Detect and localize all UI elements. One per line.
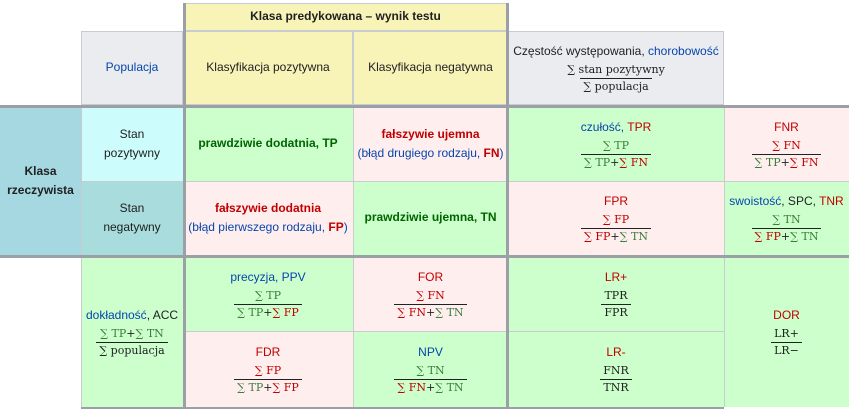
divider bbox=[81, 181, 849, 182]
tpr-title: czułość, TPR bbox=[580, 119, 652, 134]
fnr-formula: ∑ FN ∑ TP+∑ FN bbox=[751, 139, 822, 171]
fdr-formula: ∑ FP ∑ TP+∑ FP bbox=[234, 364, 302, 396]
lr-negative-formula: FNR TNR bbox=[600, 364, 632, 396]
dor-formula: LR+ LR− bbox=[771, 327, 802, 359]
tnr-cell: swoistość, SPC, TNR ∑ TN ∑ FP+∑ TN bbox=[724, 181, 849, 255]
prevalence-formula: ∑ stan pozytywny ∑ populacja bbox=[567, 62, 665, 94]
actual-negative-header: Stan negatywny bbox=[81, 181, 183, 255]
tp-label: prawdziwie dodatnia, TP bbox=[198, 136, 338, 151]
type2-error-link[interactable]: (błąd drugiego rodzaju, FN) bbox=[357, 146, 504, 160]
thick-divider bbox=[0, 105, 849, 108]
negative-classification-label: Klasyfikacja negatywna bbox=[368, 60, 493, 75]
for-formula: ∑ FN ∑ FN+∑ TN bbox=[394, 289, 467, 321]
accuracy-formula: ∑ TP+∑ TN ∑ populacja bbox=[96, 327, 168, 359]
fpr-title: FPR bbox=[604, 193, 628, 208]
prevalence-header: Częstość występowania, chorobowość ∑ sta… bbox=[508, 31, 724, 105]
lr-positive-formula: TPR FPR bbox=[601, 289, 631, 321]
positive-classification-header: Klasyfikacja pozytywna bbox=[183, 31, 353, 105]
for-cell: FOR ∑ FN ∑ FN+∑ TN bbox=[353, 257, 508, 331]
tnr-title: swoistość, SPC, TNR bbox=[729, 193, 844, 208]
prevalence-title: Częstość występowania, chorobowość bbox=[513, 43, 719, 58]
type1-error-link[interactable]: (błąd pierwszego rodzaju, FP) bbox=[188, 220, 348, 234]
false-positive-cell: fałszywie dodatnia (błąd pierwszego rodz… bbox=[183, 181, 353, 255]
tn-label: prawdziwie ujemna, TN bbox=[364, 210, 497, 225]
lr-negative-title: LR- bbox=[606, 344, 626, 359]
accuracy-cell: dokładność, ACC ∑ TP+∑ TN ∑ populacja bbox=[81, 257, 183, 407]
ppv-cell: precyzja, PPV ∑ TP ∑ TP+∑ FP bbox=[183, 257, 353, 331]
fnr-title: FNR bbox=[774, 119, 799, 134]
true-positive-cell: prawdziwie dodatnia, TP bbox=[183, 107, 353, 181]
predicted-class-label: Klasa predykowana – wynik testu bbox=[250, 9, 441, 24]
empty-bottom-left bbox=[0, 257, 81, 407]
fpr-cell: FPR ∑ FP ∑ FP+∑ TN bbox=[508, 181, 724, 255]
true-negative-cell: prawdziwie ujemna, TN bbox=[353, 181, 508, 255]
divider bbox=[183, 331, 724, 332]
actual-positive-header: Stan pozytywny bbox=[81, 107, 183, 181]
population-link[interactable]: Populacja bbox=[105, 60, 159, 75]
tpr-cell: czułość, TPR ∑ TP ∑ TP+∑ FN bbox=[508, 107, 724, 181]
prevalence-link[interactable]: chorobowość bbox=[648, 43, 719, 58]
fpr-formula: ∑ FP ∑ FP+∑ TN bbox=[581, 213, 651, 245]
ppv-formula: ∑ TP ∑ TP+∑ FP bbox=[234, 289, 302, 321]
lr-negative-cell: LR- FNR TNR bbox=[508, 331, 724, 407]
accuracy-title: dokładność, ACC bbox=[85, 307, 179, 322]
empty-corner-top bbox=[0, 0, 183, 31]
predicted-class-header: Klasa predykowana – wynik testu bbox=[183, 3, 508, 31]
thick-divider bbox=[0, 255, 849, 258]
actual-class-header: Klasa rzeczywista bbox=[0, 107, 81, 255]
fdr-cell: FDR ∑ FP ∑ TP+∑ FP bbox=[183, 331, 353, 407]
population-header: Populacja bbox=[81, 31, 183, 105]
tpr-formula: ∑ TP ∑ TP+∑ FN bbox=[581, 139, 651, 171]
fdr-title: FDR bbox=[255, 344, 281, 359]
positive-classification-label: Klasyfikacja pozytywna bbox=[206, 60, 330, 75]
thick-divider bbox=[81, 407, 724, 409]
empty-corner-left bbox=[0, 31, 81, 105]
empty-header-right bbox=[724, 31, 849, 105]
npv-cell: NPV ∑ TN ∑ FN+∑ TN bbox=[353, 331, 508, 407]
fnr-cell: FNR ∑ FN ∑ TP+∑ FN bbox=[724, 107, 849, 181]
fp-label: fałszywie dodatnia bbox=[214, 200, 322, 215]
npv-title: NPV bbox=[418, 344, 443, 359]
lr-positive-cell: LR+ TPR FPR bbox=[508, 257, 724, 331]
npv-formula: ∑ TN ∑ FN+∑ TN bbox=[394, 364, 467, 396]
fn-label: fałszywie ujemna bbox=[381, 126, 480, 141]
dor-title: DOR bbox=[773, 307, 800, 322]
negative-classification-header: Klasyfikacja negatywna bbox=[353, 31, 508, 105]
ppv-title: precyzja, PPV bbox=[230, 269, 306, 284]
false-negative-cell: fałszywie ujemna (błąd drugiego rodzaju,… bbox=[353, 107, 508, 181]
thick-divider bbox=[183, 3, 186, 407]
tnr-formula: ∑ TN ∑ FP+∑ TN bbox=[751, 213, 822, 245]
lr-positive-title: LR+ bbox=[604, 269, 628, 284]
thick-divider bbox=[506, 3, 509, 407]
for-title: FOR bbox=[417, 269, 444, 284]
dor-cell: DOR LR+ LR− bbox=[724, 257, 849, 407]
